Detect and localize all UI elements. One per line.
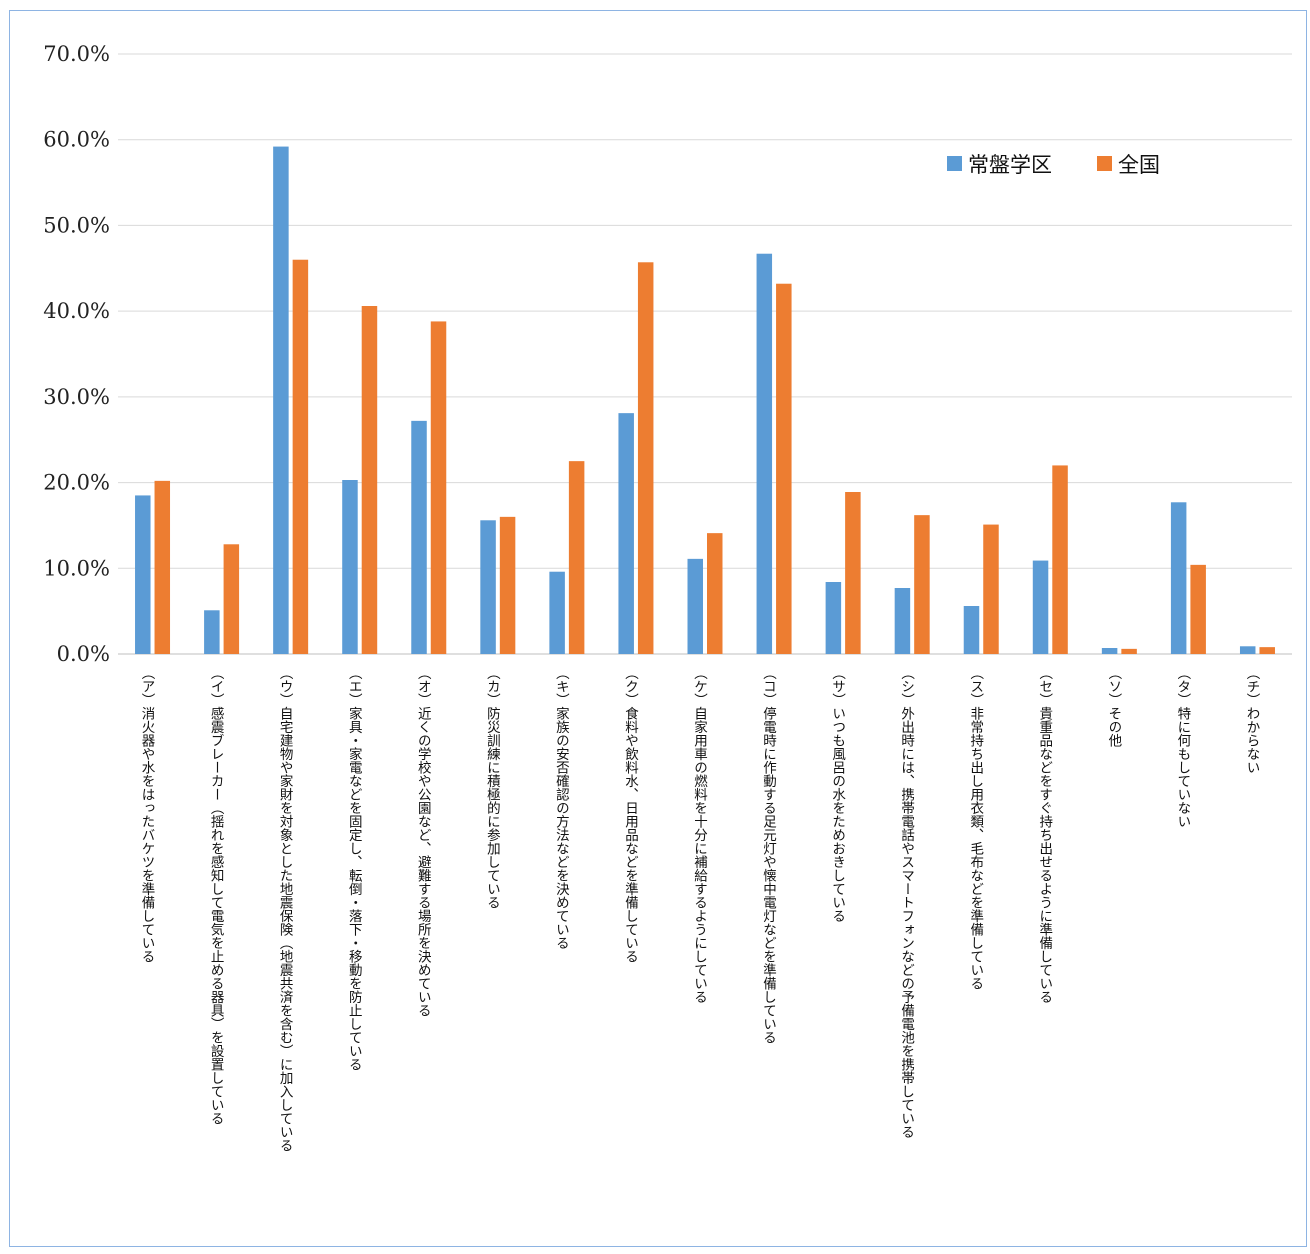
category-label: （サ）いつも風呂の水をためおきしている (829, 666, 846, 923)
bar-series2 (1259, 647, 1275, 654)
bar-series2 (707, 533, 723, 654)
y-tick-label: 50.0% (43, 213, 110, 237)
bar-series2 (776, 283, 792, 654)
bar-series1 (1032, 560, 1049, 654)
legend-swatch-series1 (947, 156, 962, 171)
y-tick-label: 70.0% (43, 42, 110, 66)
bar-series1 (411, 420, 427, 654)
category-label: （コ）停電時に作動する足元灯や懐中電灯などを準備している (760, 666, 777, 1044)
y-tick-label: 30.0% (43, 385, 110, 409)
category-label: （ケ）自家用車の燃料を十分に補給するようにしている (691, 666, 708, 1004)
bar-series2 (361, 306, 378, 654)
category-label: （シ）外出時には、携帯電話やスマートフォンなどの予備電池を携帯している (898, 666, 915, 1139)
category-label: （イ）感震ブレーカー（揺れを感知して電気を止める器具）を設置している (208, 666, 225, 1125)
y-tick-label: 10.0% (43, 556, 110, 580)
bar-series1 (480, 520, 496, 654)
bar-series1 (825, 582, 842, 654)
y-tick-label: 20.0% (43, 471, 110, 495)
bar-series1 (1239, 646, 1256, 654)
bar-series2 (983, 524, 999, 654)
bar-series2 (1121, 648, 1137, 654)
bar-series2 (845, 492, 861, 654)
category-label: （エ）家具・家電などを固定し、転倒・落下・移動を防止している (346, 666, 363, 1071)
category-label: （チ）わからない (1243, 666, 1260, 774)
category-label: （ア）消火器や水をはったバケツを準備している (139, 666, 156, 963)
bar-series1 (1101, 648, 1118, 654)
bar-series1 (618, 413, 634, 654)
bar-series2 (637, 262, 654, 654)
bar-series1 (135, 495, 151, 654)
y-tick-label: 60.0% (43, 128, 110, 152)
bar-series1 (1170, 502, 1187, 654)
legend-swatch-series2 (1097, 156, 1112, 171)
bar-series2 (154, 480, 171, 654)
bar-series1 (342, 480, 358, 654)
bar-series1 (894, 588, 911, 654)
bar-series1 (204, 610, 220, 654)
bar-series1 (549, 571, 565, 654)
bar-series2 (292, 259, 309, 654)
bar-series2 (568, 461, 585, 654)
category-label: （オ）近くの学校や公園など、避難する場所を決めている (415, 666, 432, 1017)
bar-series2 (430, 321, 447, 654)
legend-label: 常盤学区 (968, 153, 1052, 177)
category-label: （タ）特に何もしていない (1174, 666, 1191, 828)
category-label: （ス）非常持ち出し用衣類、毛布などを準備している (967, 666, 984, 990)
y-tick-label: 40.0% (43, 299, 110, 323)
category-label: （セ）貴重品などをすぐ持ち出せるように準備している (1036, 666, 1053, 1004)
bar-series2 (914, 515, 930, 654)
category-label: （キ）家族の安否確認の方法などを決めている (553, 666, 570, 950)
bar-series1 (687, 558, 703, 654)
bar-series1 (963, 606, 980, 654)
bar-series1 (756, 253, 773, 654)
category-label: （ク）食料や飲料水、日用品などを準備している (622, 666, 639, 963)
legend-label: 全国 (1118, 153, 1160, 177)
category-label: （ウ）自宅建物や家財を対象とした地震保険（地震共済を含む）に加入している (277, 666, 294, 1152)
bar-series2 (499, 516, 516, 654)
bar-series2 (1052, 465, 1068, 654)
bar-series2 (1190, 564, 1206, 654)
category-label: （カ）防災訓練に積極的に参加している (484, 666, 501, 909)
bar-series2 (223, 544, 240, 654)
bar-series1 (273, 146, 289, 655)
y-tick-label: 0.0% (57, 642, 110, 666)
category-label: （ソ）その他 (1105, 666, 1122, 748)
